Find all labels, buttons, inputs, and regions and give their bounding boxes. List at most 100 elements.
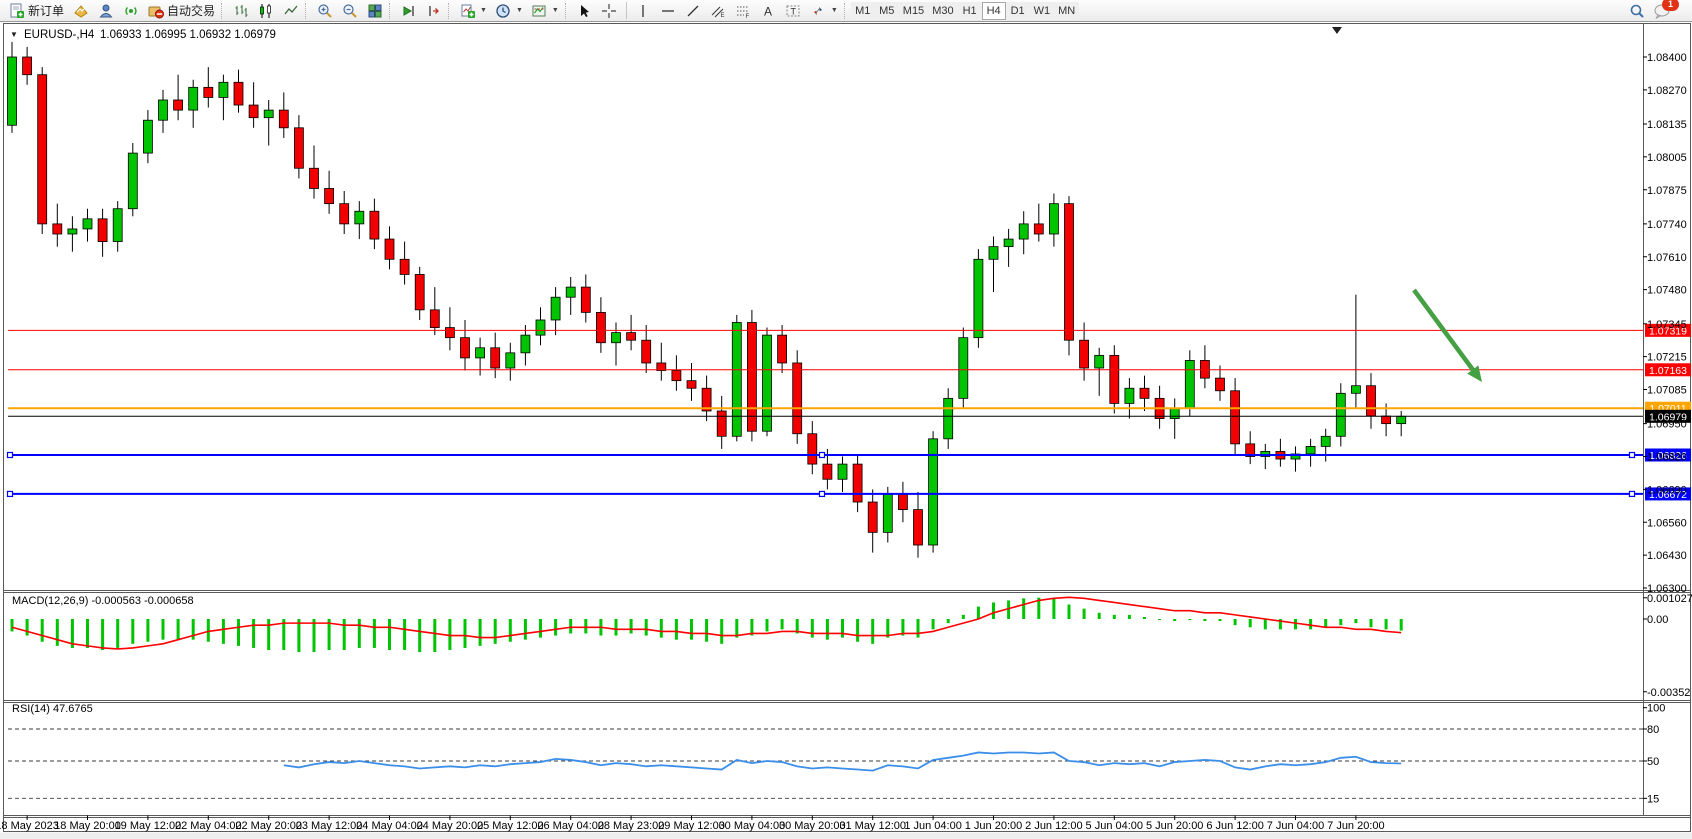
price-lines-layer[interactable]: 1.073191.071631.070111.069791.068261.066… [6,323,1692,501]
text-icon: A [760,2,777,19]
header-collapse-icon[interactable]: ▼ [10,30,18,39]
chart-header: ▼ EURUSD-,H4 1.06933 1.06995 1.06932 1.069… [10,29,276,41]
time-tick-label: 2 Jun 12:00 [1025,820,1083,832]
timeframe-w1-button[interactable]: W1 [1029,1,1055,20]
price-tick-label: 1.06300 [1647,583,1687,595]
line-handle[interactable] [818,451,826,459]
trendline-tool-button[interactable] [681,1,706,21]
price-tick-label: 1.06430 [1647,550,1687,562]
indicators-icon [459,2,476,19]
auto-trading-label: 自动交易 [167,4,216,18]
line-handle[interactable] [1628,451,1636,459]
text-label-tool-button[interactable]: T [781,1,806,21]
new-chart-button[interactable] [68,1,93,21]
rsi-label: RSI(14) 47.6765 [12,703,93,715]
timeframe-h4-button[interactable]: H4 [981,1,1006,20]
arrows-tool-button[interactable]: ▼ [806,1,842,21]
line-chart-icon [282,2,299,19]
eurusd-h4-chart[interactable]: 1.073191.071631.070111.069791.068261.066… [0,22,1692,839]
price-tick-label: 1.06560 [1647,517,1687,529]
equidistant-channel-icon: E [710,2,727,19]
auto-trading-button[interactable]: 自动交易 [143,1,219,21]
profile-button[interactable] [93,1,118,21]
crosshair-icon [601,2,618,19]
chart-window[interactable]: 1.07319 1.07163 1.07011 1.06979 1.06826 1.066… [0,22,1692,839]
auto-scroll-icon [400,2,417,19]
timeframe-m15-button[interactable]: M15 [898,1,929,20]
templates-button[interactable]: ▼ [527,1,563,21]
toolbar-grip [843,2,849,19]
zoom-in-button[interactable] [312,1,337,21]
signals-button[interactable] [118,1,143,21]
price-label: 1.07319 [1649,325,1687,337]
zoom-out-icon [341,2,358,19]
timeframe-m30-button[interactable]: M30 [928,1,958,20]
toolbar-grip [448,2,453,19]
price-tick-label: 1.06820 [1647,452,1687,464]
tile-windows-button[interactable] [362,1,387,21]
toolbar-grip [564,2,570,19]
vertical-line-tool-button[interactable] [631,1,656,21]
candlestick-chart-button[interactable] [253,1,278,21]
line-handle[interactable] [818,490,826,498]
text-tool-button[interactable]: A [756,1,781,21]
bar-chart-button[interactable] [228,1,253,21]
window-bottom-edge [0,832,1692,839]
trendline-icon [685,2,702,19]
periods-button[interactable]: ▼ [491,1,527,21]
timeframe-mn-button[interactable]: MN [1054,1,1080,20]
price-tick-label: 1.08400 [1647,52,1687,64]
price-tick-label: 1.08135 [1647,119,1687,131]
time-tick-label: 6 Jun 12:00 [1206,820,1264,832]
notification-badge[interactable]: 1 [1662,0,1679,11]
time-tick-label: 22 May 20:00 [235,820,302,832]
channel-tool-button[interactable]: E [706,1,731,21]
fibonacci-tool-button[interactable]: F [731,1,756,21]
candlestick-series [7,41,1407,558]
timeframe-h1-button[interactable]: H1 [957,1,982,20]
time-tick-label: 22 May 04:00 [175,820,242,832]
indicators-button[interactable]: ▼ [455,1,491,21]
auto-trading-icon [147,2,164,19]
trend-arrow-annotation[interactable] [1412,288,1482,382]
line-chart-button[interactable] [278,1,303,21]
price-tick-label: 1.08005 [1647,152,1687,164]
price-tick-label: 1.07875 [1647,185,1687,197]
price-tick-label: 1.06690 [1647,484,1687,496]
time-tick-label: 18 May 20:00 [54,820,121,832]
horizontal-line-icon [660,2,677,19]
price-label-box [1645,363,1691,377]
arrows-dropdown-caret: ▼ [830,7,838,14]
search-icon [1628,2,1645,19]
new-order-button[interactable]: 新订单 [4,1,68,21]
line-handle[interactable] [6,490,14,498]
line-handle[interactable] [6,451,14,459]
timeframe-switcher: M1 M5 M15 M30 H1 H4 D1 W1 MN [850,1,1080,20]
time-tick-label: 5 Jun 04:00 [1086,820,1144,832]
chart-shift-marker[interactable] [1332,27,1342,34]
price-label: 1.07163 [1649,365,1687,377]
chart-shift-button[interactable] [421,1,446,21]
horizontal-line-tool-button[interactable] [656,1,681,21]
line-handle[interactable] [1628,490,1636,498]
new-order-label: 新订单 [28,4,65,18]
timeframe-d1-button[interactable]: D1 [1005,1,1030,20]
auto-scroll-button[interactable] [396,1,421,21]
cursor-tool-button[interactable] [572,1,597,21]
price-label: 1.06979 [1649,411,1687,423]
rsi-tick-label: 80 [1647,724,1659,736]
templates-icon [531,2,548,19]
price-label-box [1645,487,1691,501]
timeframe-m1-button[interactable]: M1 [850,1,875,20]
timeframe-m5-button[interactable]: M5 [874,1,899,20]
time-tick-label: 26 May 04:00 [537,820,604,832]
price-axis: 1.08400 1.08270 1.08135 1.08005 1.07875 1.077… [1643,52,1687,595]
crosshair-tool-button[interactable] [597,1,622,21]
zoom-out-button[interactable] [337,1,362,21]
search-button[interactable] [1624,1,1649,21]
macd-tick-label: -0.00352 [1647,687,1690,699]
new-chart-icon [72,2,89,19]
ohlc-values: 1.06933 1.06995 1.06932 1.06979 [100,29,276,41]
price-tick-label: 1.07215 [1647,352,1687,364]
